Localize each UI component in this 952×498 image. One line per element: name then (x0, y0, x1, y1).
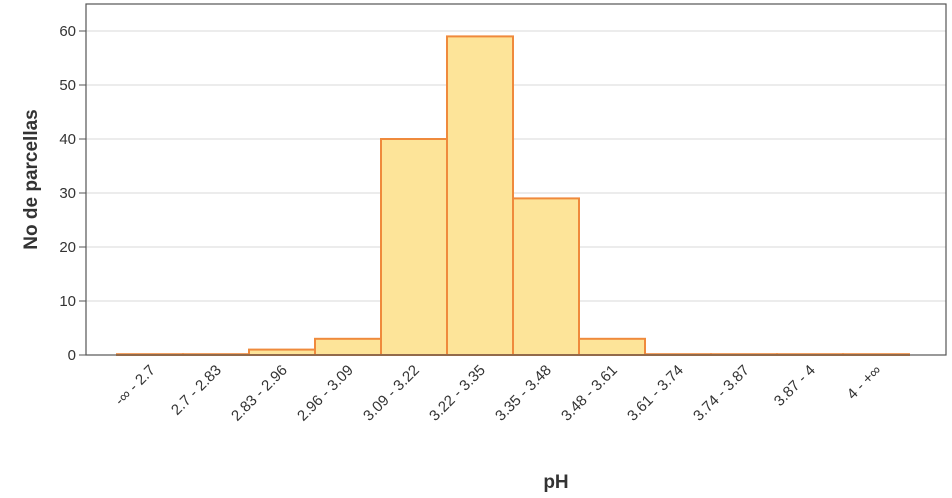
y-axis-ticks: 0 10 20 30 40 50 60 (59, 23, 86, 364)
x-tick-label: 3.35 - 3.48 (492, 362, 555, 425)
y-tick-label: 40 (59, 131, 76, 148)
histogram-bar (578, 337, 646, 356)
histogram-bar (512, 197, 580, 356)
x-tick-label: 2.96 - 3.09 (294, 362, 357, 425)
histogram-bar (446, 35, 514, 357)
x-axis-ticks: -∞ - 2.7 2.7 - 2.83 2.83 - 2.96 2.96 - 3.09… (112, 362, 885, 425)
y-tick-label: 20 (59, 239, 76, 256)
x-tick-label: 3.09 - 3.22 (360, 362, 423, 425)
x-tick-label: 4 - +∞ (844, 362, 885, 403)
bars (116, 35, 910, 357)
x-tick-label: 2.83 - 2.96 (228, 362, 291, 425)
x-tick-label: 3.61 - 3.74 (624, 362, 687, 425)
y-tick-label: 60 (59, 23, 76, 40)
x-tick-label: -∞ - 2.7 (112, 362, 159, 409)
x-axis-title: pH (543, 472, 568, 493)
gridlines (86, 30, 946, 302)
y-tick-label: 30 (59, 185, 76, 202)
histogram-bar (248, 348, 316, 357)
x-tick-label: 3.48 - 3.61 (558, 362, 621, 425)
y-tick-label: 50 (59, 77, 76, 94)
histogram-bar (314, 337, 382, 356)
x-tick-label: 3.87 - 4 (771, 362, 819, 410)
y-axis-title: No de parcellas (21, 109, 42, 249)
y-tick-label: 10 (59, 293, 76, 310)
plot-frame (85, 3, 947, 356)
y-tick-label: 0 (68, 347, 76, 364)
x-tick-label: 3.22 - 3.35 (426, 362, 489, 425)
x-tick-label: 2.7 - 2.83 (168, 362, 225, 419)
x-tick-label: 3.74 - 3.87 (690, 362, 753, 425)
histogram-bar (380, 138, 448, 356)
